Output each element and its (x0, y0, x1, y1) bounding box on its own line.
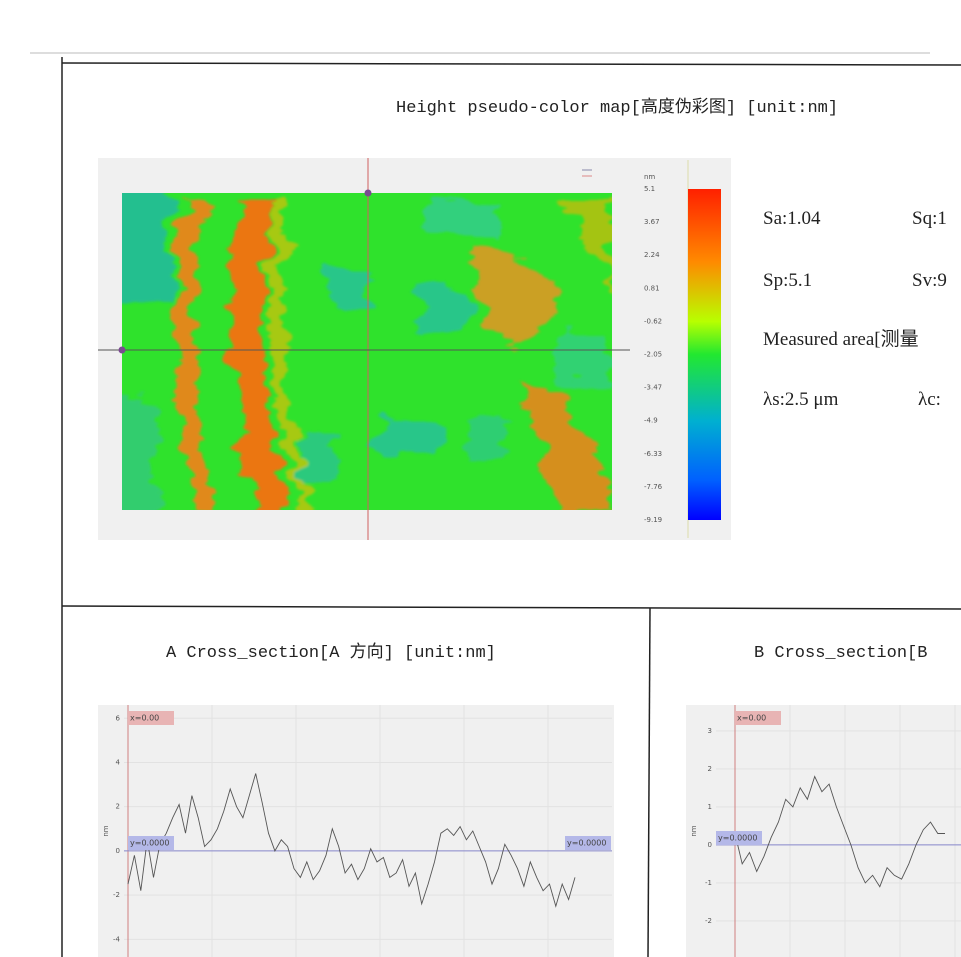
annotation: y=0.0000 (567, 839, 606, 848)
crosshair-handle (118, 346, 126, 354)
frame-line (61, 605, 961, 610)
profile-line (734, 775, 945, 888)
chart-title: A Cross_section[A 方向] [unit:nm] (166, 642, 496, 663)
y-tick-label: 2 (116, 803, 120, 811)
chart-panel (98, 705, 614, 957)
colorbar-tick-label: -2.05 (644, 351, 662, 359)
colorbar-tick-label: -9.19 (644, 516, 662, 524)
y-tick-label: 2 (708, 765, 712, 773)
y-axis-label: nm (102, 825, 110, 836)
colorbar-tick-label: 0.81 (644, 284, 660, 292)
colorbar-tick-label: -4.9 (644, 417, 658, 425)
y-tick-label: 0 (708, 841, 712, 849)
height-map (122, 193, 612, 510)
map-title: Height pseudo-color map[高度伪彩图] [unit:nm] (396, 97, 838, 118)
annotation-box (565, 836, 611, 850)
y-tick-label: -4 (113, 935, 121, 943)
colorbar-unit: nm (644, 173, 655, 181)
annotation: y=0.0000 (130, 839, 169, 848)
colorbar-tick-label: -6.33 (644, 450, 662, 458)
annotation-box (128, 711, 174, 725)
annotation-box (735, 711, 781, 725)
colorbar-tick-label: 2.24 (644, 251, 660, 259)
colorbar-tick-label: -0.62 (644, 317, 662, 325)
y-tick-label: 0 (116, 847, 120, 855)
y-tick-label: -2 (705, 917, 712, 925)
colorbar-tick-label: 3.67 (644, 218, 660, 226)
annotation: x=0.00 (737, 714, 766, 723)
colorbar (688, 189, 721, 520)
grid-x (211, 705, 956, 957)
stat-text: Measured area[测量 (763, 328, 919, 350)
y-tick-label: 4 (116, 758, 121, 766)
y-axis-label: nm (690, 825, 698, 836)
y-tick-label: 3 (708, 727, 712, 735)
crosshair-handle (364, 189, 372, 197)
frame-line (61, 62, 961, 66)
annotation: x=0.00 (130, 714, 159, 723)
y-tick-label: -1 (705, 879, 712, 887)
stat-text: Sv:9 (912, 270, 947, 291)
stat-text: λc: (918, 389, 941, 410)
y-tick-label: 1 (708, 803, 712, 811)
colorbar-tick-label: -7.76 (644, 483, 663, 491)
stat-text: Sq:1 (912, 208, 947, 229)
annotation-box (716, 831, 762, 845)
profile-line (127, 773, 576, 908)
annotation-box (128, 836, 174, 850)
stat-text: λs:2.5 μm (763, 389, 839, 410)
stat-text: Sp:5.1 (763, 270, 812, 291)
y-tick-label: 6 (116, 714, 121, 722)
stat-text: Sa:1.04 (763, 208, 821, 229)
frame-line (647, 607, 651, 957)
colorbar-tick-label: 5.1 (644, 185, 655, 193)
chart-title: B Cross_section[B (754, 644, 927, 663)
y-tick-label: -2 (113, 891, 120, 899)
annotation: y=0.0000 (718, 834, 757, 843)
colorbar-tick-label: -3.47 (644, 384, 662, 392)
